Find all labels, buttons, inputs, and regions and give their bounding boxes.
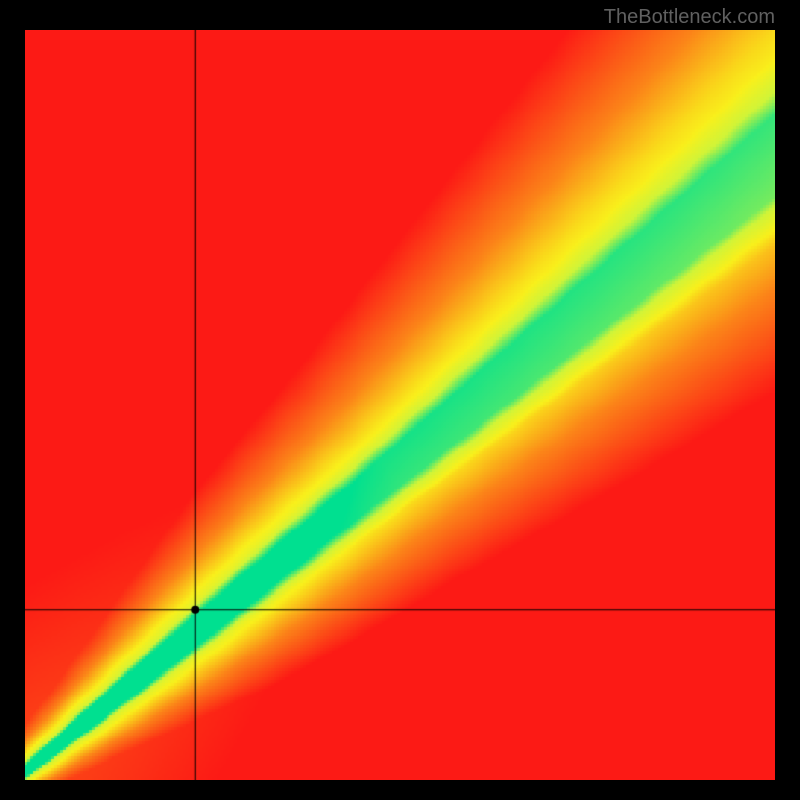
- heatmap-canvas: [25, 30, 775, 780]
- watermark-text: TheBottleneck.com: [604, 6, 775, 29]
- bottleneck-heatmap: [25, 30, 775, 780]
